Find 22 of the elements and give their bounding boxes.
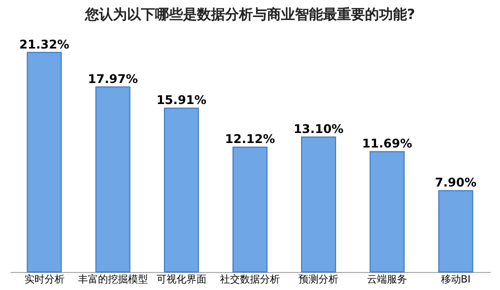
bar [26, 52, 62, 272]
x-tick-label: 丰富的挖掘模型 [78, 274, 148, 286]
x-tick-label: 预测分析 [298, 274, 339, 286]
bar [438, 190, 474, 272]
data-label: 21.32% [19, 37, 70, 52]
data-label: 7.90% [434, 176, 477, 190]
bar [370, 151, 405, 272]
data-label: 12.12% [225, 132, 275, 146]
chart-title: 您认为以下哪些是数据分析与商业智能最重要的功能? [84, 6, 416, 23]
bar [232, 146, 268, 272]
bar [95, 86, 130, 272]
data-label: 11.69% [362, 136, 412, 151]
x-tick-label: 移动BI [440, 274, 471, 286]
x-tick-label: 实时分析 [24, 274, 64, 286]
bar [301, 136, 336, 272]
data-label: 13.10% [294, 122, 344, 136]
x-tick-label: 云端服务 [367, 274, 408, 286]
data-label: 17.97% [88, 72, 138, 86]
bar [164, 108, 199, 272]
x-tick-label: 社交数据分析 [220, 274, 280, 286]
data-label: 15.91% [156, 93, 206, 108]
x-tick-label: 可视化界面 [156, 274, 206, 286]
